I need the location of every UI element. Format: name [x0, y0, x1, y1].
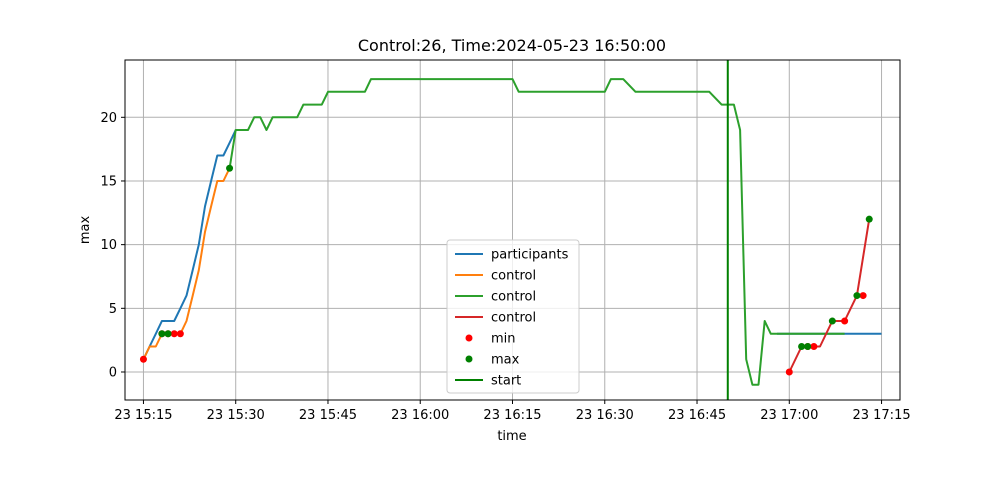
min-point: [841, 317, 849, 325]
x-tick-label: 23 16:45: [668, 408, 726, 423]
points-layer: [139, 164, 873, 376]
max-point: [828, 317, 836, 325]
x-tick-label: 23 16:00: [391, 408, 449, 423]
legend-label: start: [491, 374, 521, 389]
x-tick-label: 23 17:00: [760, 408, 818, 423]
x-tick-label: 23 15:45: [299, 408, 357, 423]
y-tick-label: 5: [109, 302, 117, 317]
min-point: [810, 343, 818, 351]
legend-box: [446, 239, 580, 394]
y-tick-label: 20: [100, 111, 117, 126]
legend-swatch: [465, 355, 473, 363]
max-point: [226, 164, 234, 172]
x-axis-ticks: 23 15:15 23 15:30 23 15:45 23 16:00 23 16:15…: [114, 400, 911, 423]
legend-label: control: [491, 269, 536, 284]
max-point: [158, 330, 166, 338]
min-point: [859, 292, 867, 300]
x-axis-label: time: [497, 429, 526, 444]
legend-label: control: [491, 290, 536, 305]
x-tick-label: 23 16:30: [576, 408, 634, 423]
max-point: [798, 343, 806, 351]
x-tick-label: 23 15:15: [114, 408, 172, 423]
x-tick-label: 23 15:30: [207, 408, 265, 423]
legend-label: participants: [491, 248, 569, 263]
min-point: [170, 330, 178, 338]
x-tick-label: 23 16:15: [483, 408, 541, 423]
y-tick-label: 10: [100, 238, 117, 253]
y-tick-label: 0: [109, 365, 117, 380]
y-axis-label: max: [78, 216, 93, 245]
legend-label: min: [491, 332, 516, 347]
y-tick-label: 15: [100, 174, 117, 189]
y-axis-ticks: 0 5 10 15 20: [100, 111, 125, 380]
min-point: [139, 355, 147, 363]
series-line-control-green: [228, 78, 845, 386]
max-point: [804, 343, 812, 351]
legend: participants control control control min max s…: [446, 239, 580, 394]
min-point: [785, 368, 793, 376]
chart-title: Control:26, Time:2024-05-23 16:50:00: [358, 36, 666, 55]
max-point: [853, 292, 861, 300]
x-tick-label: 23 17:15: [852, 408, 910, 423]
max-point: [164, 330, 172, 338]
min-point: [176, 330, 184, 338]
legend-label: max: [491, 353, 520, 368]
max-point: [865, 215, 873, 223]
series-line-control-orange: [142, 167, 231, 360]
series-line-participants: [142, 129, 237, 360]
legend-swatch: [465, 334, 473, 342]
legend-label: control: [491, 311, 536, 326]
